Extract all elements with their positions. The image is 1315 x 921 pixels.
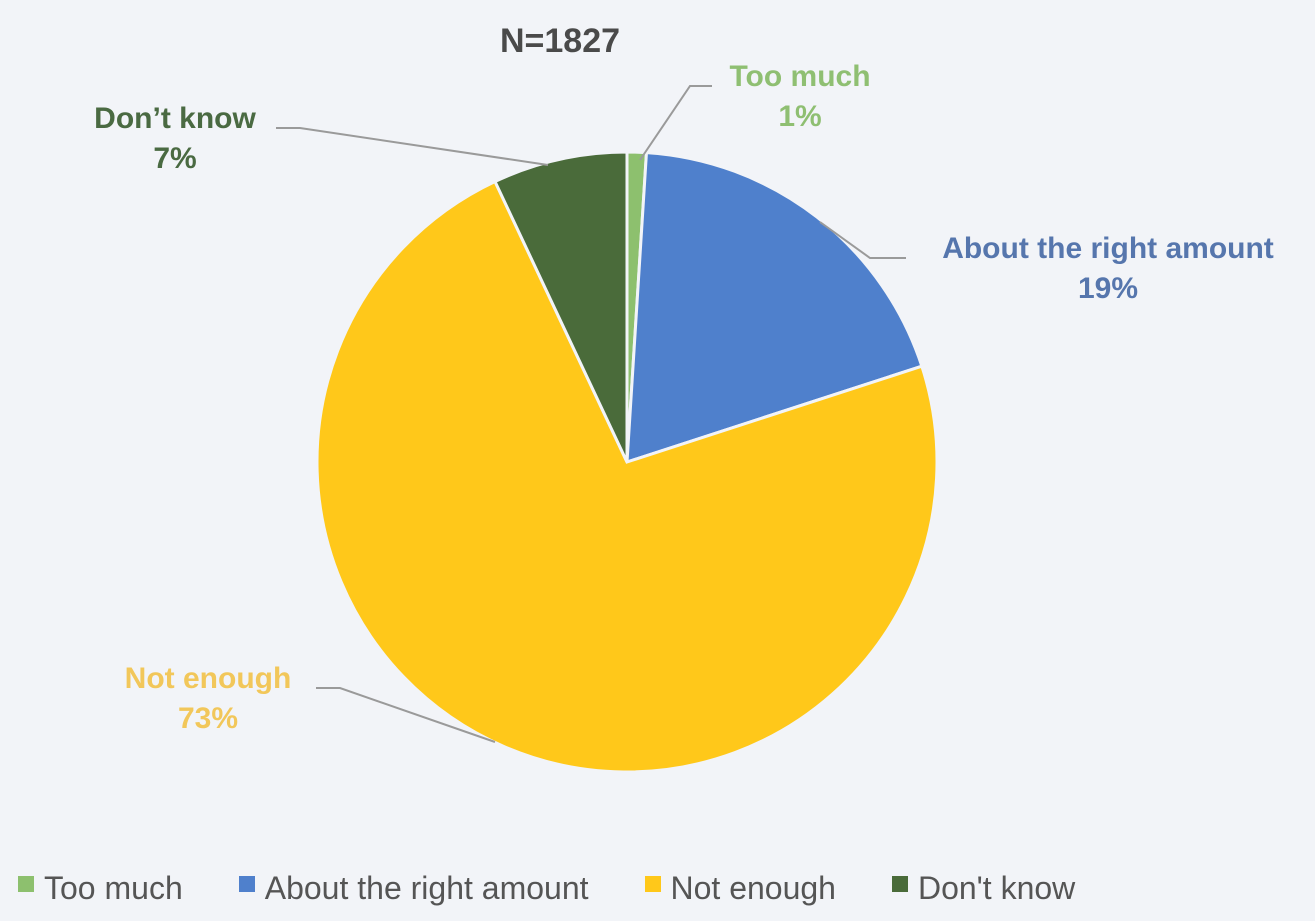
legend-label-too-much: Too much — [44, 870, 183, 906]
chart-title: N=1827 — [500, 22, 620, 60]
legend-item-not-enough: Not enough — [644, 870, 836, 907]
slice-label-don-t-know: Don’t know — [94, 102, 256, 135]
legend-label-about-right: About the right amount — [264, 870, 589, 906]
slices-group — [315, 150, 939, 774]
slice-value-not-enough: 73% — [178, 702, 238, 735]
slice-value-about-the-right-amount: 19% — [1078, 272, 1138, 305]
legend-label-dont-know: Don't know — [917, 870, 1076, 906]
slice-labels: Too much 1% About the right amount 19% Not e… — [94, 60, 1274, 735]
leader-line-don-t-know — [276, 127, 549, 166]
legend: Too much About the right amount Not enou… — [18, 870, 1131, 907]
legend-item-about-right: About the right amount — [238, 870, 589, 907]
legend-swatch-dont-know — [891, 875, 908, 892]
pie-slice-don-t-know — [493, 150, 629, 463]
slice-label-too-much: Too much — [729, 60, 870, 93]
legend-item-too-much: Too much — [18, 870, 183, 907]
pie-slice-not-enough — [315, 179, 939, 774]
leader-line-not-enough — [316, 687, 496, 743]
slice-value-too-much: 1% — [778, 100, 821, 133]
leader-lines — [276, 85, 906, 743]
slice-label-about-the-right-amount: About the right amount — [942, 232, 1274, 265]
leader-line-about-the-right-amount — [819, 221, 906, 259]
legend-swatch-not-enough — [644, 875, 661, 892]
legend-swatch-too-much — [18, 875, 34, 892]
legend-item-dont-know: Don't know — [891, 870, 1076, 907]
legend-label-not-enough: Not enough — [670, 870, 836, 906]
pie-slice-about-the-right-amount — [625, 151, 924, 465]
slice-label-not-enough: Not enough — [125, 662, 292, 695]
legend-swatch-about-right — [238, 875, 255, 892]
leader-line-too-much — [639, 85, 712, 161]
slice-value-don-t-know: 7% — [153, 142, 196, 175]
